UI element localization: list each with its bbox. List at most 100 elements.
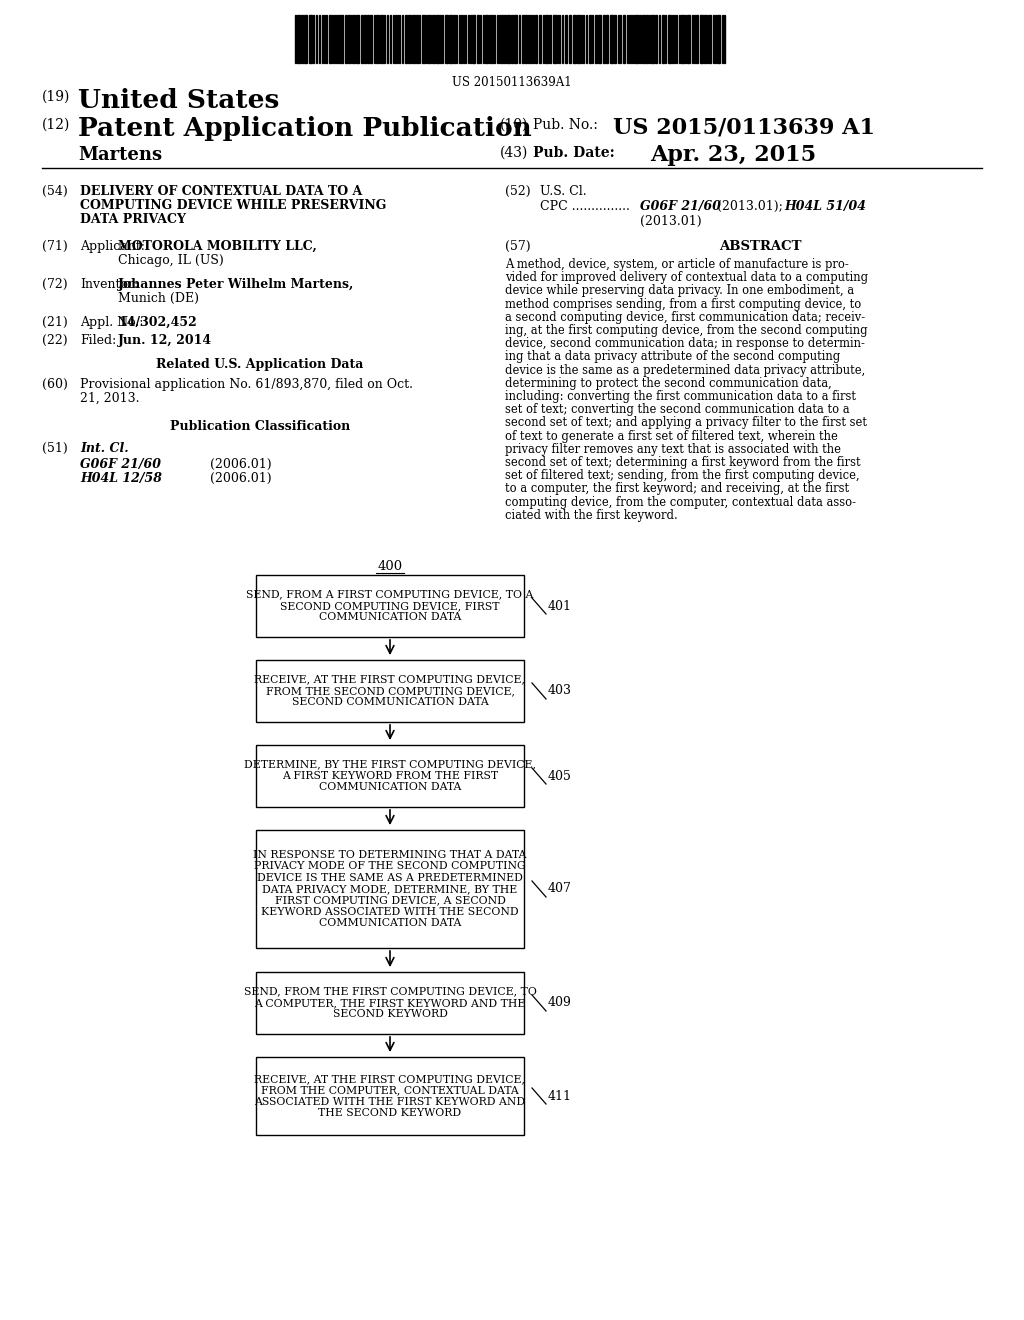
- Text: 21, 2013.: 21, 2013.: [80, 392, 139, 405]
- Bar: [345, 15, 347, 63]
- Text: A COMPUTER, THE FIRST KEYWORD AND THE: A COMPUTER, THE FIRST KEYWORD AND THE: [254, 998, 525, 1008]
- Text: (2013.01);: (2013.01);: [713, 201, 786, 213]
- Text: FROM THE COMPUTER, CONTEXTUAL DATA: FROM THE COMPUTER, CONTEXTUAL DATA: [261, 1085, 519, 1096]
- Text: (43): (43): [500, 147, 528, 160]
- Bar: [341, 15, 343, 63]
- Text: KEYWORD ASSOCIATED WITH THE SECOND: KEYWORD ASSOCIATED WITH THE SECOND: [261, 907, 519, 916]
- Text: FIRST COMPUTING DEVICE, A SECOND: FIRST COMPUTING DEVICE, A SECOND: [274, 895, 506, 906]
- Text: MOTOROLA MOBILITY LLC,: MOTOROLA MOBILITY LLC,: [118, 240, 316, 253]
- Bar: [573, 15, 575, 63]
- Bar: [356, 15, 359, 63]
- Text: PRIVACY MODE OF THE SECOND COMPUTING: PRIVACY MODE OF THE SECOND COMPUTING: [254, 862, 526, 871]
- Bar: [361, 15, 362, 63]
- Bar: [256, 744, 524, 807]
- Bar: [606, 15, 608, 63]
- Bar: [449, 15, 452, 63]
- Bar: [370, 15, 372, 63]
- Bar: [256, 1057, 524, 1135]
- Bar: [256, 576, 524, 638]
- Bar: [297, 15, 300, 63]
- Text: 403: 403: [548, 685, 572, 697]
- Bar: [453, 15, 455, 63]
- Bar: [705, 15, 706, 63]
- Text: US 20150113639A1: US 20150113639A1: [453, 77, 571, 88]
- Text: Pub. No.:: Pub. No.:: [534, 117, 598, 132]
- Bar: [353, 15, 355, 63]
- Text: Applicant:: Applicant:: [80, 240, 144, 253]
- Bar: [569, 15, 571, 63]
- Text: SECOND COMMUNICATION DATA: SECOND COMMUNICATION DATA: [292, 697, 488, 708]
- Bar: [528, 15, 530, 63]
- Text: 407: 407: [548, 883, 571, 895]
- Bar: [709, 15, 711, 63]
- Text: 405: 405: [548, 770, 571, 783]
- Text: G06F 21/60: G06F 21/60: [80, 458, 161, 471]
- Bar: [514, 15, 517, 63]
- Text: Inventor:: Inventor:: [80, 279, 138, 290]
- Bar: [329, 15, 331, 63]
- Text: (2013.01): (2013.01): [640, 215, 701, 228]
- Bar: [472, 15, 475, 63]
- Text: 409: 409: [548, 997, 571, 1010]
- Text: Patent Application Publication: Patent Application Publication: [78, 116, 531, 141]
- Text: (22): (22): [42, 334, 68, 347]
- Text: DELIVERY OF CONTEXTUAL DATA TO A: DELIVERY OF CONTEXTUAL DATA TO A: [80, 185, 362, 198]
- Bar: [504, 15, 506, 63]
- Text: (2006.01): (2006.01): [210, 458, 271, 471]
- Text: COMMUNICATION DATA: COMMUNICATION DATA: [318, 612, 461, 622]
- Bar: [668, 15, 671, 63]
- Bar: [635, 15, 638, 63]
- Text: (71): (71): [42, 240, 68, 253]
- Text: DATA PRIVACY: DATA PRIVACY: [80, 213, 186, 226]
- Text: ABSTRACT: ABSTRACT: [719, 240, 801, 253]
- Text: (21): (21): [42, 315, 68, 329]
- Text: H04L 51/04: H04L 51/04: [784, 201, 866, 213]
- Text: SEND, FROM A FIRST COMPUTING DEVICE, TO A: SEND, FROM A FIRST COMPUTING DEVICE, TO …: [247, 590, 534, 599]
- Bar: [614, 15, 616, 63]
- Bar: [700, 15, 703, 63]
- Bar: [490, 15, 493, 63]
- Text: Munich (DE): Munich (DE): [118, 292, 199, 305]
- Text: including: converting the first communication data to a first: including: converting the first communic…: [505, 389, 856, 403]
- Bar: [256, 660, 524, 722]
- Text: 400: 400: [378, 560, 402, 573]
- Bar: [436, 15, 439, 63]
- Bar: [522, 15, 524, 63]
- Bar: [364, 15, 366, 63]
- Bar: [553, 15, 556, 63]
- Text: Chicago, IL (US): Chicago, IL (US): [118, 253, 224, 267]
- Text: DEVICE IS THE SAME AS A PREDETERMINED: DEVICE IS THE SAME AS A PREDETERMINED: [257, 873, 523, 883]
- Text: DATA PRIVACY MODE, DETERMINE, BY THE: DATA PRIVACY MODE, DETERMINE, BY THE: [262, 884, 517, 894]
- Text: ciated with the first keyword.: ciated with the first keyword.: [505, 508, 678, 521]
- Bar: [256, 972, 524, 1034]
- Bar: [416, 15, 418, 63]
- Text: Pub. Date:: Pub. Date:: [534, 147, 614, 160]
- Bar: [549, 15, 551, 63]
- Bar: [301, 15, 303, 63]
- Text: computing device, from the computer, contextual data asso-: computing device, from the computer, con…: [505, 495, 856, 508]
- Text: (60): (60): [42, 378, 68, 391]
- Bar: [507, 15, 510, 63]
- Text: ing that a data privacy attribute of the second computing: ing that a data privacy attribute of the…: [505, 350, 841, 363]
- Bar: [603, 15, 605, 63]
- Bar: [681, 15, 684, 63]
- Text: device, second communication data; in response to determin-: device, second communication data; in re…: [505, 337, 865, 350]
- Text: A FIRST KEYWORD FROM THE FIRST: A FIRST KEYWORD FROM THE FIRST: [282, 771, 498, 781]
- Text: set of filtered text; sending, from the first computing device,: set of filtered text; sending, from the …: [505, 469, 859, 482]
- Text: (51): (51): [42, 442, 68, 455]
- Text: a second computing device, first communication data; receiv-: a second computing device, first communi…: [505, 310, 865, 323]
- Text: A method, device, system, or article of manufacture is pro-: A method, device, system, or article of …: [505, 257, 849, 271]
- Bar: [662, 15, 664, 63]
- Bar: [595, 15, 597, 63]
- Bar: [445, 15, 449, 63]
- Text: DETERMINE, BY THE FIRST COMPUTING DEVICE,: DETERMINE, BY THE FIRST COMPUTING DEVICE…: [244, 760, 536, 770]
- Text: G06F 21/60: G06F 21/60: [640, 201, 721, 213]
- Text: COMMUNICATION DATA: COMMUNICATION DATA: [318, 917, 461, 928]
- Text: U.S. Cl.: U.S. Cl.: [540, 185, 587, 198]
- Text: Publication Classification: Publication Classification: [170, 420, 350, 433]
- Text: COMPUTING DEVICE WHILE PRESERVING: COMPUTING DEVICE WHILE PRESERVING: [80, 199, 386, 213]
- Bar: [565, 15, 567, 63]
- Bar: [501, 15, 503, 63]
- Bar: [525, 15, 527, 63]
- Bar: [433, 15, 435, 63]
